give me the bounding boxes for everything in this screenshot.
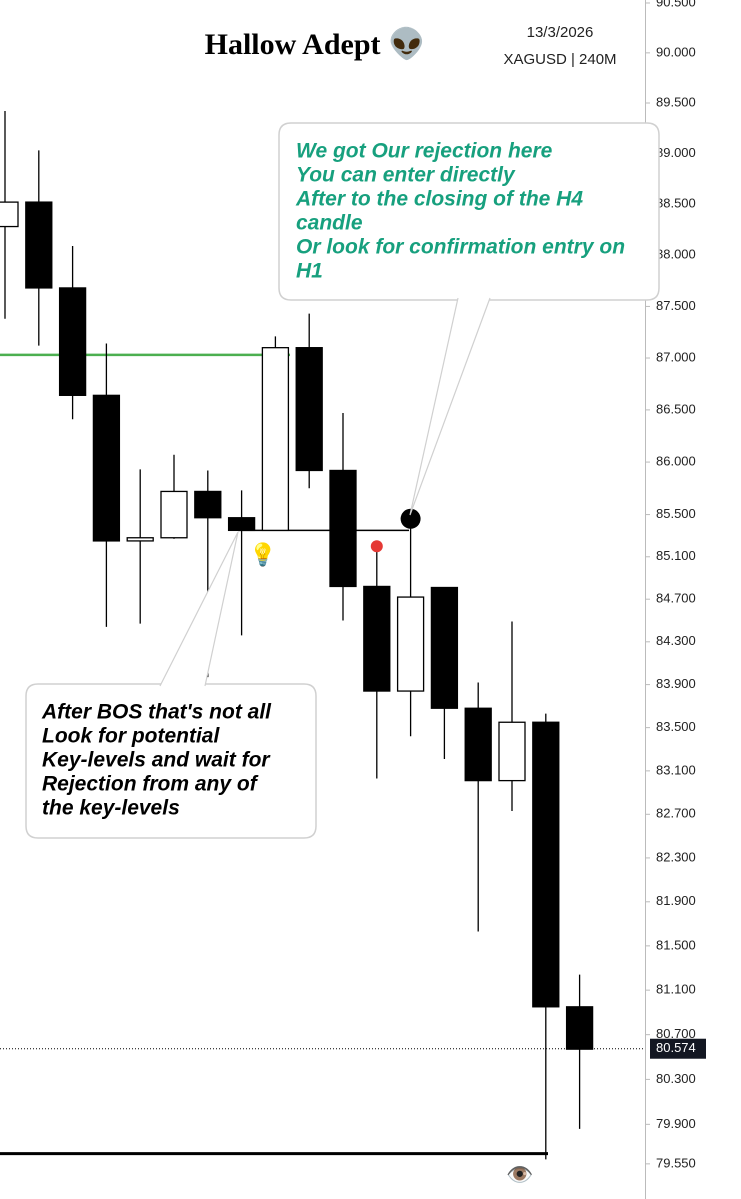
y-tick-label: 81.500 [656,937,696,952]
candle-body [396,596,425,692]
y-tick-label: 90.500 [656,0,696,9]
candle-body [0,201,19,228]
y-tick-label: 83.900 [656,676,696,691]
y-tick-label: 81.100 [656,982,696,997]
candle-body [430,586,459,709]
chart-date: 13/3/2026 [527,24,594,41]
y-tick-label: 88.500 [656,196,696,211]
candle-body [227,517,256,532]
candle-body [464,707,492,782]
annotation-text: After to the closing of the H4 [295,188,583,211]
y-tick-label: 80.300 [656,1071,696,1086]
candle-body [58,287,87,396]
candle-body [363,585,391,692]
annotation-text: Key-levels and wait for [42,749,271,772]
candle-body [92,394,121,542]
bulb-icon: 💡 [249,542,276,567]
annotation-text: H1 [296,260,323,283]
eye-icon: 👁️ [506,1162,533,1187]
y-tick-label: 86.500 [656,401,696,416]
y-tick-label: 87.000 [656,349,696,364]
y-tick-label: 85.500 [656,506,696,521]
annotation-text: Look for potential [42,725,220,748]
y-tick-label: 80.700 [656,1026,696,1041]
candle-body [126,537,154,542]
candle-body [160,490,188,539]
annotation-text: You can enter directly [296,164,516,187]
annotation-text: Rejection from any of [42,773,259,796]
y-tick-label: 88.000 [656,247,696,262]
chart-title: Hallow Adept 👽 [205,25,426,61]
annotation-text: We got Our rejection here [296,140,553,163]
callout-tail [159,531,239,687]
annotation-text: the key-levels [42,797,180,820]
callout-box [25,683,317,839]
annotation-text: Or look for confirmation entry on [296,236,625,259]
y-tick-label: 86.000 [656,454,696,469]
candle-body [532,721,560,1008]
last-price-label: 80.574 [656,1040,696,1055]
y-tick-label: 83.500 [656,719,696,734]
last-price-box [650,1038,706,1059]
annotation-text: After BOS that's not all [41,701,272,724]
candle-body [295,347,323,472]
marker-dot [400,508,421,529]
y-tick-label: 90.000 [656,44,696,59]
y-tick-label: 79.550 [656,1155,696,1170]
candle-body [25,201,53,289]
y-tick-label: 89.500 [656,94,696,109]
marker-dot [370,540,383,553]
chart-symbol: XAGUSD | 240M [503,51,616,68]
y-tick-label: 84.300 [656,633,696,648]
candle-body [565,1006,594,1050]
y-tick-label: 89.000 [656,145,696,160]
y-tick-label: 83.100 [656,762,696,777]
candle-body [261,347,290,532]
callout-tail [409,297,491,516]
y-tick-label: 81.900 [656,893,696,908]
y-tick-label: 79.900 [656,1116,696,1131]
candle-body [329,469,357,588]
callout-box [278,122,660,301]
y-tick-label: 82.700 [656,806,696,821]
y-tick-label: 85.100 [656,548,696,563]
candle-body [194,490,222,519]
annotation-text: candle [296,212,363,235]
y-tick-label: 84.700 [656,591,696,606]
candle-body [498,721,526,782]
y-tick-label: 87.500 [656,298,696,313]
y-tick-label: 82.300 [656,849,696,864]
